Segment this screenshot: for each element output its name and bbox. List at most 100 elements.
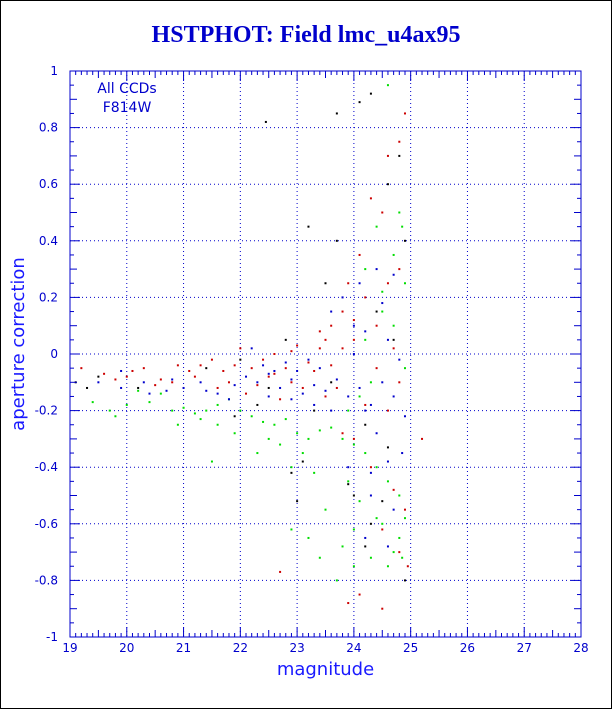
data-point-red [279, 570, 282, 573]
data-point-green [114, 415, 117, 418]
data-point-blue [256, 381, 259, 384]
data-point-green [347, 409, 350, 412]
data-point-green [392, 324, 395, 327]
data-point-red [131, 369, 134, 372]
x-tick-label: 27 [517, 641, 532, 655]
data-point-green [239, 409, 242, 412]
data-point-green [171, 409, 174, 412]
data-point-black [97, 375, 100, 378]
data-point-red [290, 350, 293, 353]
data-point-red [358, 253, 361, 256]
data-point-blue [267, 372, 270, 375]
data-point-red [125, 375, 128, 378]
data-point-red [324, 338, 327, 341]
data-point-red [256, 384, 259, 387]
data-point-red [406, 565, 409, 568]
data-point-green [290, 466, 293, 469]
data-point-blue [369, 471, 372, 474]
data-point-green [216, 403, 219, 406]
data-point-red [176, 364, 179, 367]
data-point-green [301, 452, 304, 455]
data-point-green [341, 437, 344, 440]
data-point-red [381, 211, 384, 214]
data-point-red [245, 392, 248, 395]
data-point-green [398, 211, 401, 214]
data-point-blue [267, 395, 270, 398]
data-point-black [386, 446, 389, 449]
data-point-green [375, 466, 378, 469]
data-point-green [176, 423, 179, 426]
data-point-blue [199, 381, 202, 384]
data-point-green [381, 522, 384, 525]
data-point-blue [341, 296, 344, 299]
data-point-red [352, 319, 355, 322]
data-point-blue [205, 389, 208, 392]
data-point-green [324, 508, 327, 511]
data-point-red [364, 296, 367, 299]
data-point-blue [330, 409, 333, 412]
data-point-black [290, 471, 293, 474]
data-point-green [335, 579, 338, 582]
data-point-red [352, 437, 355, 440]
data-point-red [375, 367, 378, 370]
data-point-green [137, 389, 140, 392]
data-point-red [386, 154, 389, 157]
data-point-black [256, 403, 259, 406]
data-point-blue [352, 353, 355, 355]
data-point-red [330, 324, 333, 327]
data-point-black [233, 415, 236, 418]
data-point-black [335, 239, 338, 242]
data-point-red [222, 369, 225, 372]
data-point-blue [392, 395, 395, 398]
data-point-black [296, 500, 299, 503]
data-point-green [369, 381, 372, 384]
data-point-green [199, 418, 202, 421]
data-point-red [250, 367, 253, 370]
data-point-green [386, 480, 389, 483]
data-point-black [313, 409, 316, 412]
data-point-green [358, 500, 361, 503]
data-point-red [375, 324, 378, 327]
data-point-black [392, 338, 395, 341]
data-point-red [386, 409, 389, 412]
x-tick-label: 20 [119, 641, 134, 655]
data-point-blue [250, 347, 253, 350]
data-point-red [114, 378, 117, 381]
data-point-green [279, 443, 282, 446]
data-point-red [210, 358, 213, 361]
data-point-red [341, 432, 344, 435]
data-point-red [398, 140, 401, 143]
data-point-red [341, 310, 344, 313]
data-point-blue [324, 389, 327, 392]
data-point-red [262, 358, 265, 361]
data-point-green [403, 282, 406, 285]
data-point-red [290, 381, 293, 384]
y-tick-label: 1 [50, 64, 58, 78]
data-point-green [341, 545, 344, 548]
data-point-green [148, 401, 151, 404]
y-tick-label: 0.8 [39, 121, 58, 135]
data-point-black [205, 367, 208, 370]
y-tick-labels: -1 -0.8 -0.6 -0.4 -0.2 0 0.2 0.4 0.6 0.8 1 [35, 64, 58, 644]
data-point-green [352, 565, 355, 568]
data-point-green [273, 423, 276, 426]
data-point-green [290, 528, 293, 531]
data-point-red [403, 112, 406, 115]
data-point-blue [369, 494, 372, 497]
data-point-green [307, 437, 310, 440]
data-point-green [386, 84, 389, 87]
data-point-green [330, 426, 333, 429]
y-axis-label: aperture correction [8, 257, 29, 431]
data-point-blue [403, 415, 406, 418]
data-point-green [392, 551, 395, 554]
data-point-black [307, 225, 310, 228]
data-point-blue [386, 338, 389, 341]
data-point-red [199, 364, 202, 367]
data-point-blue [401, 452, 404, 455]
data-point-green [284, 418, 287, 421]
data-point-black [86, 386, 89, 389]
x-tick-label: 19 [62, 641, 77, 655]
axis-ticks [69, 70, 582, 638]
data-point-green [256, 452, 259, 455]
data-point-red [159, 378, 162, 381]
